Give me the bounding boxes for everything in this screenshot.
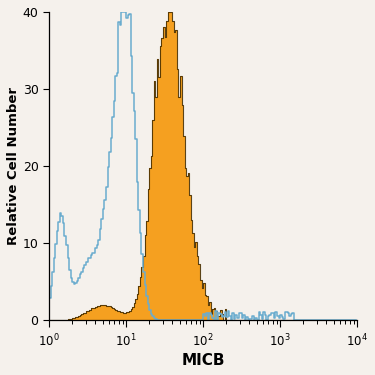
X-axis label: MICB: MICB <box>182 353 225 368</box>
Y-axis label: Relative Cell Number: Relative Cell Number <box>7 87 20 245</box>
